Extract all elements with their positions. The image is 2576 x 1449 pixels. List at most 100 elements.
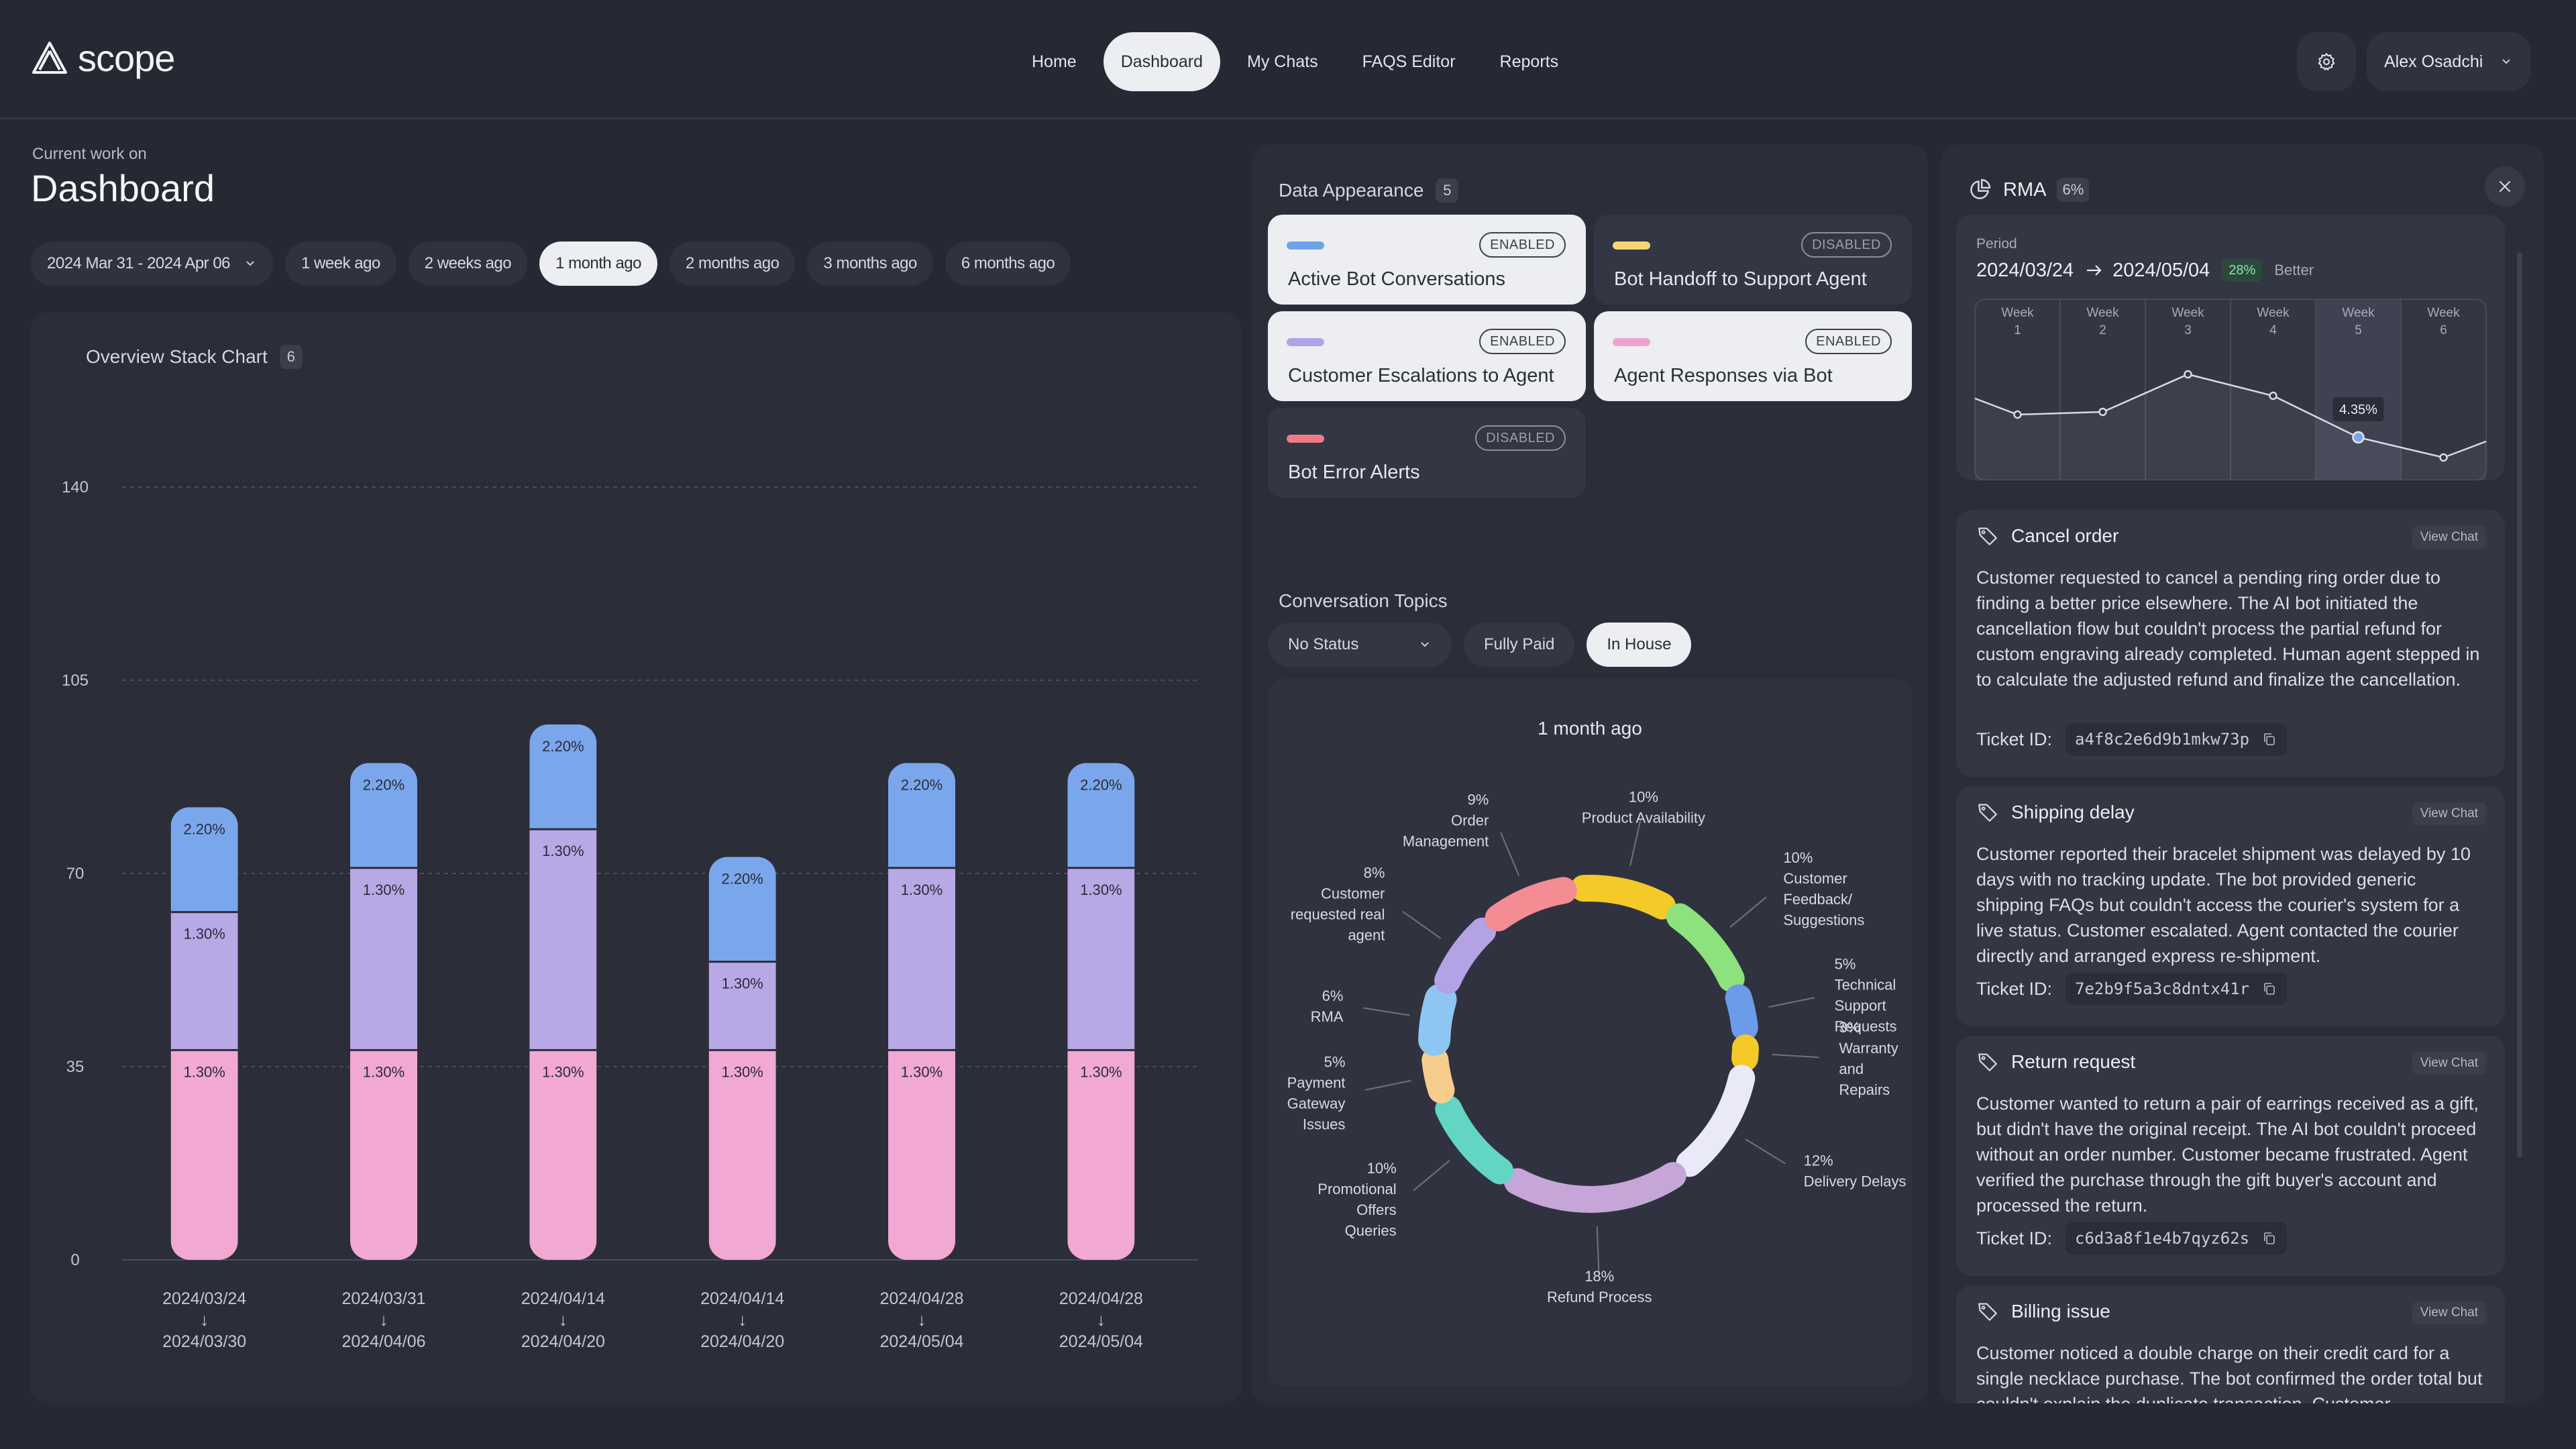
- nav-home[interactable]: Home: [1032, 52, 1077, 71]
- donut-segment: [1421, 1046, 1455, 1104]
- status-select[interactable]: No Status: [1268, 623, 1452, 667]
- segment-label: Support: [1835, 998, 1886, 1014]
- line-point: [2439, 453, 2448, 462]
- stacked-bar: [350, 763, 417, 1260]
- range-2-months[interactable]: 2 months ago: [669, 241, 796, 286]
- x-tick-label: 2024/03/31: [341, 1289, 425, 1308]
- range-3-months[interactable]: 3 months ago: [807, 241, 933, 286]
- series-state-badge: ENABLED: [1479, 329, 1566, 354]
- segment-label: Product Availability: [1582, 809, 1705, 826]
- leader-line: [1729, 896, 1767, 928]
- series-state-badge: ENABLED: [1805, 329, 1892, 354]
- segment-pct-label: 9%: [1467, 791, 1489, 808]
- logo[interactable]: scope: [31, 36, 175, 79]
- close-icon: [2499, 180, 2511, 193]
- change-badge: 28%: [2222, 259, 2263, 282]
- series-swatch: [1613, 338, 1650, 346]
- scrollbar[interactable]: [2517, 252, 2522, 1158]
- ticket-id-chip: 7e2b9f5a3c8dntx41r: [2065, 973, 2288, 1005]
- view-chat-button[interactable]: View Chat: [2412, 802, 2486, 825]
- segment-pct-label: 3%: [1839, 1019, 1860, 1036]
- series-card-agent-responses[interactable]: ENABLED Agent Responses via Bot: [1594, 311, 1912, 401]
- range-2-weeks[interactable]: 2 weeks ago: [408, 241, 528, 286]
- ticket-id-value: c6d3a8f1e4b7qyz62s: [2075, 1229, 2250, 1248]
- ticket-description: Customer wanted to return a pair of earr…: [1976, 1093, 2479, 1216]
- donut-segment: [1503, 1162, 1686, 1213]
- bar-segment: [529, 1050, 597, 1260]
- line-point: [2013, 410, 2022, 419]
- ticket-header: Return request: [1976, 1051, 2135, 1073]
- filter-in-house[interactable]: In House: [1587, 623, 1692, 667]
- bar-data-label: 1.30%: [1080, 881, 1122, 898]
- arrow-down-icon: ↓: [380, 1309, 388, 1330]
- line-point: [2269, 391, 2277, 400]
- view-chat-button[interactable]: View Chat: [2412, 1301, 2486, 1324]
- nav-dashboard[interactable]: Dashboard: [1103, 32, 1220, 91]
- bar-segment: [1067, 763, 1135, 868]
- user-menu-button[interactable]: Alex Osadchi: [2367, 32, 2530, 91]
- date-range-select[interactable]: 2024 Mar 31 - 2024 Apr 06: [31, 241, 274, 286]
- ticket-id-label: Ticket ID:: [1976, 978, 2053, 999]
- arrow-down-icon: ↓: [1097, 1309, 1106, 1330]
- range-1-month[interactable]: 1 month ago: [539, 241, 657, 286]
- topics-filters: No Status Fully Paid In House: [1268, 623, 1692, 667]
- nav-faqs-editor[interactable]: FAQS Editor: [1362, 52, 1456, 71]
- series-card-active-bot[interactable]: ENABLED Active Bot Conversations: [1268, 215, 1586, 305]
- week-label: Week: [2086, 306, 2119, 320]
- ticket-title: Cancel order: [2011, 525, 2119, 546]
- bar-segment: [888, 1050, 955, 1260]
- nav-my-chats[interactable]: My Chats: [1247, 52, 1318, 71]
- bar-segment: [1067, 867, 1135, 1051]
- pie-chart-icon: [1970, 178, 1991, 199]
- week-number: 2: [2099, 323, 2106, 337]
- ticket-id-row: Ticket ID: 7e2b9f5a3c8dntx41r: [1976, 973, 2288, 1005]
- view-chat-button[interactable]: View Chat: [2412, 526, 2486, 549]
- y-tick-label: 105: [62, 672, 89, 690]
- line-point: [2352, 431, 2365, 444]
- series-card-bot-errors[interactable]: DISABLED Bot Error Alerts: [1268, 408, 1586, 498]
- period-label: Period: [1976, 236, 2017, 252]
- ticket-header: Shipping delay: [1976, 801, 2135, 824]
- line-point: [2184, 370, 2192, 379]
- logo-icon: [32, 42, 67, 74]
- arrow-down-icon: ↓: [559, 1309, 568, 1330]
- copy-icon[interactable]: [2261, 1230, 2277, 1246]
- segment-pct-label: 10%: [1629, 788, 1658, 805]
- topics-title: Conversation Topics: [1279, 590, 1448, 611]
- logo-text: scope: [78, 36, 175, 79]
- segment-label: Order: [1451, 812, 1489, 828]
- arrow-down-icon: ↓: [918, 1309, 926, 1330]
- bar-segment: [350, 1050, 417, 1260]
- segment-label: Technical: [1835, 977, 1896, 994]
- copy-icon[interactable]: [2261, 981, 2277, 997]
- filter-fully-paid[interactable]: Fully Paid: [1464, 623, 1575, 667]
- x-tick-label: 2024/04/28: [879, 1289, 963, 1308]
- date-range-value: 2024 Mar 31 - 2024 Apr 06: [47, 254, 231, 272]
- series-card-escalations[interactable]: ENABLED Customer Escalations to Agent: [1268, 311, 1586, 401]
- change-text: Better: [2274, 262, 2314, 278]
- view-chat-button[interactable]: View Chat: [2412, 1052, 2486, 1075]
- close-button[interactable]: [2485, 166, 2525, 207]
- settings-button[interactable]: [2297, 32, 2356, 91]
- series-state-badge: ENABLED: [1479, 232, 1566, 258]
- ticket-card: Shipping delay View Chat Customer report…: [1956, 786, 2505, 1026]
- segment-pct-label: 5%: [1835, 956, 1856, 973]
- ticket-card: Billing issue View Chat Customer noticed…: [1956, 1285, 2505, 1403]
- bar-segment: [1067, 1050, 1135, 1260]
- ticket-id-label: Ticket ID:: [1976, 1228, 2053, 1248]
- data-appearance-title: Data Appearance: [1279, 180, 1424, 201]
- series-card-bot-handoff[interactable]: DISABLED Bot Handoff to Support Agent: [1594, 215, 1912, 305]
- ticket-id-row: Ticket ID: a4f8c2e6d9b1mkw73p: [1976, 723, 2288, 755]
- bar-data-label: 2.20%: [721, 870, 763, 887]
- nav-reports[interactable]: Reports: [1499, 52, 1559, 71]
- range-1-week[interactable]: 1 week ago: [285, 241, 396, 286]
- segment-label: agent: [1348, 927, 1385, 944]
- y-tick-label: 35: [66, 1058, 85, 1076]
- x-tick-label: 2024/05/04: [879, 1332, 963, 1351]
- segment-label: Customer: [1321, 885, 1385, 902]
- copy-icon[interactable]: [2261, 731, 2277, 747]
- range-6-months[interactable]: 6 months ago: [945, 241, 1071, 286]
- segment-label: Payment: [1287, 1074, 1346, 1091]
- series-toggle-cards: ENABLED Active Bot Conversations DISABLE…: [1268, 215, 1912, 498]
- rma-weekly-chart[interactable]: Week 1 Week 2 Week 3 Week 4 Week 5 Week 6 4.35%: [1956, 215, 2505, 480]
